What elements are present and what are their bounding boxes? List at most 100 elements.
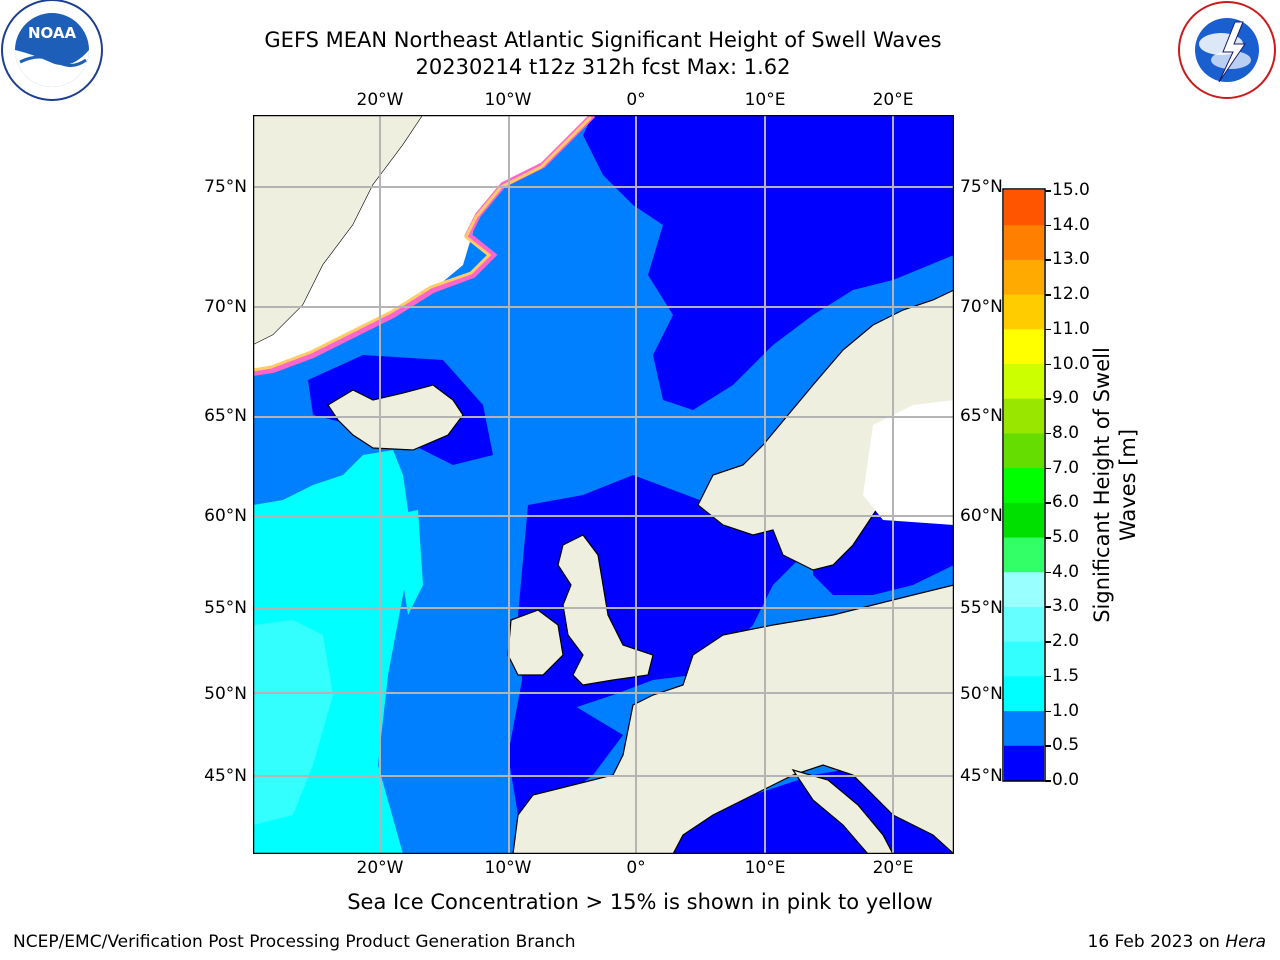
colorbar-tick-label: 10.0	[1052, 353, 1090, 374]
land-great-britain	[557, 534, 654, 686]
lon-tick-bottom-20w: 20°W	[356, 858, 404, 878]
sea-ice-note: Sea Ice Concentration > 15% is shown in …	[347, 890, 933, 914]
colorbar-segment	[1004, 363, 1044, 399]
colorbar-tick-label: 4.0	[1052, 561, 1080, 582]
colorbar-segment	[1004, 745, 1044, 781]
colorbar-label: Significant Height of Swell Waves [m]	[1089, 347, 1141, 623]
colorbar-label-line2: Waves [m]	[1116, 428, 1140, 542]
colorbar-tick-label: 8.0	[1052, 422, 1080, 443]
colorbar-tick-mark	[1045, 710, 1051, 713]
colorbar-tick-label: 11.0	[1052, 318, 1090, 339]
colorbar-tick-mark	[1045, 190, 1051, 192]
colorbar-tick-mark	[1045, 259, 1051, 261]
colorbar-segment	[1004, 259, 1044, 295]
lat-tick-left-65n: 65°N	[204, 406, 247, 426]
lat-tick-left-70n: 70°N	[204, 297, 247, 317]
colorbar-tick-label: 13.0	[1052, 249, 1090, 270]
lon-tick-top-20w: 20°W	[356, 90, 404, 110]
colorbar-tick-label: 1.5	[1052, 665, 1080, 686]
lon-tick-top-10e: 10°E	[744, 90, 786, 110]
lat-tick-right-65n: 65°N	[960, 406, 1003, 426]
sea-ice-edge-yellow	[253, 115, 593, 372]
lon-tick-top-20e: 20°E	[872, 90, 914, 110]
land-italy-peninsula	[791, 768, 894, 854]
noaa-logo: NOAA	[1, 0, 103, 101]
colorbar-segment	[1004, 606, 1044, 642]
colorbar-segment	[1004, 328, 1044, 365]
lat-tick-left-75n: 75°N	[204, 177, 247, 197]
colorbar-segment	[1004, 571, 1044, 607]
colorbar-tick-label: 5.0	[1052, 527, 1080, 548]
colorbar-segment	[1004, 641, 1044, 677]
land-continental-europe	[512, 584, 954, 854]
national-weather-service-logo	[1178, 1, 1276, 99]
colorbar-segment	[1004, 467, 1044, 503]
colorbar-tick-label: 9.0	[1052, 388, 1080, 409]
lat-tick-left-45n: 45°N	[204, 766, 247, 786]
colorbar-segment	[1004, 190, 1044, 226]
colorbar-tick-label: 14.0	[1052, 214, 1090, 235]
lon-tick-bottom-0: 0°	[626, 858, 646, 878]
lat-tick-right-45n: 45°N	[960, 766, 1003, 786]
colorbar-tick-mark	[1045, 641, 1051, 643]
lat-tick-right-50n: 50°N	[960, 684, 1003, 704]
lat-tick-right-60n: 60°N	[960, 506, 1003, 526]
colorbar-label-line1: Significant Height of Swell	[1090, 347, 1114, 623]
ocean-swell-0.0-0.5-north	[583, 115, 954, 410]
colorbar-tick-label: 1.0	[1052, 700, 1080, 721]
colorbar-tick-mark	[1045, 224, 1051, 227]
ice-gulf-of-bothnia	[863, 400, 954, 525]
colorbar-segment	[1004, 675, 1044, 712]
colorbar-tick-mark	[1045, 432, 1051, 435]
colorbar-tick-mark	[1045, 780, 1051, 782]
footer-credit: NCEP/EMC/Verification Post Processing Pr…	[13, 932, 576, 952]
colorbar-tick-label: 7.0	[1052, 457, 1080, 478]
ocean-swell-1.5-2.0	[253, 620, 333, 825]
colorbar-tick-mark	[1045, 398, 1051, 400]
colorbar-tick-label: 3.0	[1052, 596, 1080, 617]
colorbar-tick-mark	[1045, 502, 1051, 504]
lon-tick-bottom-10e: 10°E	[744, 858, 786, 878]
footer-date: 16 Feb 2023 on Hera	[1088, 932, 1266, 952]
ocean-swell-1.0-1.5-patch	[393, 510, 423, 615]
lon-tick-top-10w: 10°W	[484, 90, 532, 110]
colorbar-tick-mark	[1045, 675, 1051, 678]
lat-tick-right-55n: 55°N	[960, 598, 1003, 618]
colorbar-tick-mark	[1045, 606, 1051, 608]
ocean-swell-0.0-0.5-biscay	[508, 675, 623, 815]
colorbar-segment	[1004, 432, 1044, 469]
colorbar-segment	[1004, 710, 1044, 746]
colorbar-tick-mark	[1045, 363, 1051, 366]
colorbar-segment	[1004, 502, 1044, 538]
colorbar-tick-mark	[1045, 745, 1051, 747]
lat-tick-left-50n: 50°N	[204, 684, 247, 704]
colorbar-tick-label: 0.5	[1052, 735, 1080, 756]
colorbar-tick-mark	[1045, 467, 1051, 470]
lat-tick-right-75n: 75°N	[960, 177, 1003, 197]
lat-tick-right-70n: 70°N	[960, 297, 1003, 317]
lat-tick-left-55n: 55°N	[204, 598, 247, 618]
lon-tick-bottom-20e: 20°E	[872, 858, 914, 878]
colorbar-segment	[1004, 537, 1044, 573]
colorbar-tick-mark	[1045, 537, 1051, 539]
gridlines	[253, 115, 954, 854]
chart-title: GEFS MEAN Northeast Atlantic Significant…	[264, 28, 942, 52]
colorbar	[1002, 188, 1046, 782]
lon-tick-bottom-10w: 10°W	[484, 858, 532, 878]
colorbar-tick-label: 2.0	[1052, 631, 1080, 652]
colorbar-tick-label: 15.0	[1052, 180, 1090, 200]
footer-host: Hera	[1225, 932, 1266, 952]
colorbar-tick-label: 6.0	[1052, 492, 1080, 513]
chart-subtitle: 20230214 t12z 312h fcst Max: 1.62	[415, 55, 791, 79]
colorbar-tick-mark	[1045, 294, 1051, 296]
lon-tick-top-0: 0°	[626, 90, 646, 110]
colorbar-tick-mark	[1045, 571, 1051, 574]
colorbar-tick-mark	[1045, 328, 1051, 331]
colorbar-segment	[1004, 294, 1044, 330]
map-plot	[253, 115, 954, 854]
footer-date-text: 16 Feb 2023 on	[1087, 932, 1226, 952]
colorbar-segment	[1004, 398, 1044, 434]
colorbar-tick-label: 0.0	[1052, 770, 1080, 790]
noaa-logo-text: NOAA	[28, 24, 77, 42]
colorbar-segment	[1004, 224, 1044, 260]
